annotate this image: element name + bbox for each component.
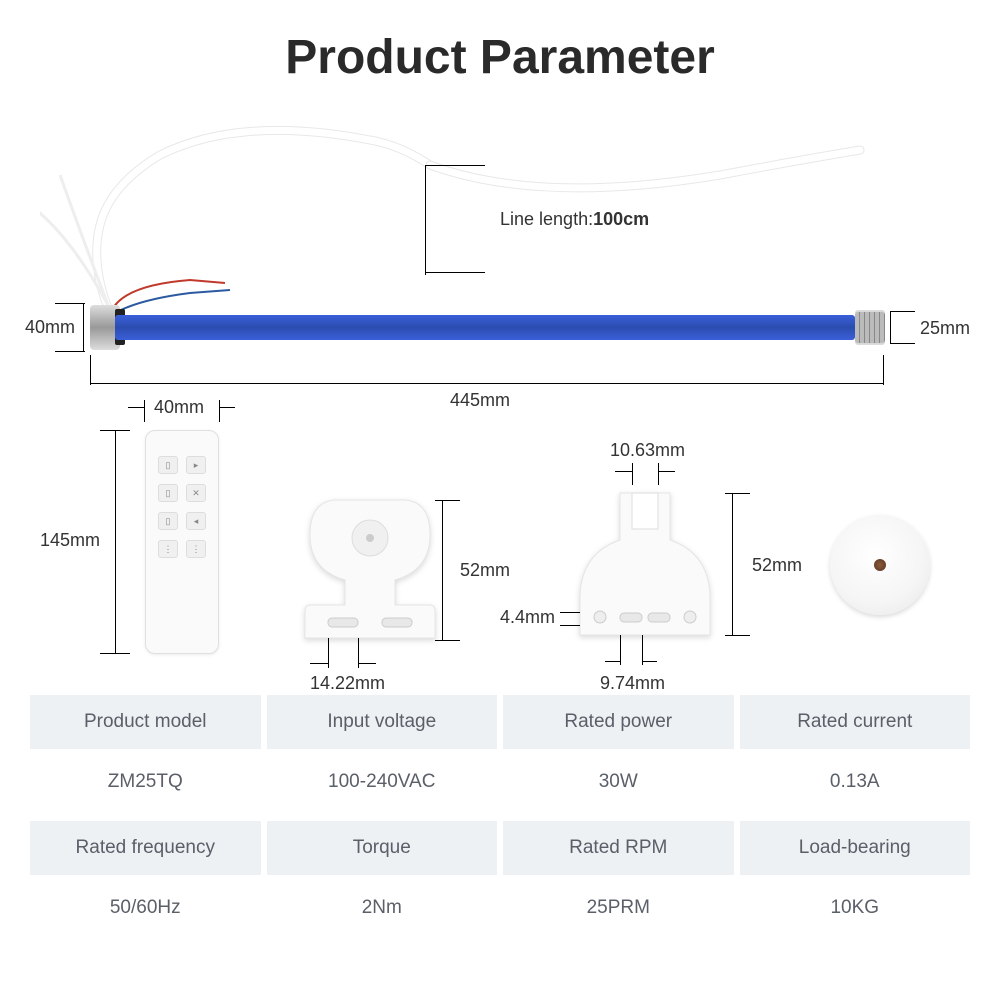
bracket-1	[300, 490, 440, 650]
dim-tick	[725, 635, 750, 636]
motor-right-height-label: 25mm	[920, 318, 970, 339]
line-length-value: 100cm	[593, 209, 649, 229]
remote-height-label: 145mm	[40, 530, 100, 551]
bracket1-slot-label: 14.22mm	[310, 673, 385, 694]
dim-tick	[658, 471, 675, 472]
spec-value: 10KG	[740, 881, 971, 941]
motor-tube	[115, 315, 855, 340]
dim-tick	[83, 303, 84, 351]
spec-header: Rated RPM	[503, 821, 734, 875]
dim-tick	[615, 471, 632, 472]
dim-tick	[115, 430, 116, 654]
spec-value: 30W	[503, 755, 734, 815]
dim-tick	[642, 661, 657, 662]
remote-width-label: 40mm	[154, 397, 204, 418]
bracket2-top-label: 10.63mm	[610, 440, 685, 461]
bracket1-height-label: 52mm	[460, 560, 510, 581]
spec-value: 100-240VAC	[267, 755, 498, 815]
dim-tick	[560, 612, 580, 613]
dim-tick	[890, 311, 891, 343]
spec-header: Input voltage	[267, 695, 498, 749]
spec-value: 0.13A	[740, 755, 971, 815]
wheel-adapter	[830, 515, 930, 615]
page-title: Product Parameter	[0, 0, 1000, 105]
remote-btn: ◂	[186, 512, 206, 530]
remote-btn: ▯	[158, 512, 178, 530]
spec-header: Rated current	[740, 695, 971, 749]
spec-value: 2Nm	[267, 881, 498, 941]
dim-tick	[632, 463, 633, 485]
dim-tick	[90, 355, 91, 385]
spec-header: Rated frequency	[30, 821, 261, 875]
remote-control: ▯ ▸ ▯ ✕ ▯ ◂ ⋮ ⋮	[145, 430, 219, 654]
dim-tick	[328, 638, 329, 668]
motor-diagram: Line length:100cm 40mm 25mm 445mm	[40, 105, 960, 385]
dim-tick	[219, 400, 220, 422]
dim-tick	[425, 165, 485, 166]
line-length-label: Line length:100cm	[500, 209, 649, 230]
dim-tick	[128, 407, 144, 408]
dim-tick	[310, 663, 328, 664]
spec-header: Torque	[267, 821, 498, 875]
dim-line	[90, 383, 884, 384]
spec-value: ZM25TQ	[30, 755, 261, 815]
dim-tick	[732, 493, 733, 635]
remote-btn: ▯	[158, 456, 178, 474]
remote-btn: ⋮	[158, 540, 178, 558]
spec-header: Rated power	[503, 695, 734, 749]
dim-tick	[435, 640, 460, 641]
dim-tick	[55, 351, 85, 352]
dim-tick	[144, 400, 145, 422]
dim-tick	[890, 343, 915, 344]
dim-tick	[55, 303, 85, 304]
remote-btn: ✕	[186, 484, 206, 502]
dim-tick	[890, 311, 915, 312]
dim-tick	[425, 165, 426, 275]
spec-header: Product model	[30, 695, 261, 749]
remote-btn: ▯	[158, 484, 178, 502]
dim-tick	[435, 500, 460, 501]
dim-tick	[620, 635, 621, 665]
dim-tick	[605, 661, 620, 662]
product-parameter-infographic: Product Parameter Line length:100cm 40m	[0, 0, 1000, 1000]
remote-buttons: ▯ ▸ ▯ ✕ ▯ ◂ ⋮ ⋮	[158, 456, 206, 558]
motor-left-height-label: 40mm	[25, 317, 75, 338]
dim-tick	[425, 272, 485, 273]
bracket2-height-label: 52mm	[752, 555, 802, 576]
components-diagram: 40mm 145mm ▯ ▸ ▯ ✕ ▯ ◂ ⋮ ⋮	[30, 385, 970, 695]
spec-value: 25PRM	[503, 881, 734, 941]
remote-btn: ⋮	[186, 540, 206, 558]
bracket2-bottom-label: 9.74mm	[600, 673, 665, 694]
spec-table: Product model Input voltage Rated power …	[30, 695, 970, 941]
dim-tick	[883, 355, 884, 385]
dim-tick	[219, 407, 235, 408]
line-length-text: Line length:	[500, 209, 593, 229]
remote-btn: ▸	[186, 456, 206, 474]
dim-tick	[442, 500, 443, 640]
dim-tick	[560, 625, 580, 626]
bracket-2	[570, 485, 720, 650]
dim-tick	[725, 493, 750, 494]
dim-tick	[358, 663, 376, 664]
bracket2-hole-label: 4.4mm	[500, 607, 555, 628]
motor-end-cap-right	[855, 310, 885, 345]
spec-header: Load-bearing	[740, 821, 971, 875]
spec-value: 50/60Hz	[30, 881, 261, 941]
dim-tick	[658, 463, 659, 485]
